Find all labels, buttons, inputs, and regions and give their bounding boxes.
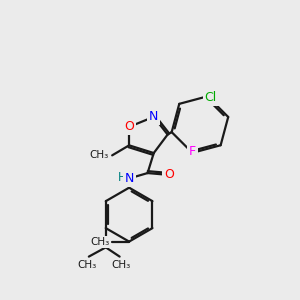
Text: CH₃: CH₃ (112, 260, 131, 270)
Text: N: N (149, 110, 158, 123)
Text: F: F (189, 145, 196, 158)
Text: O: O (124, 120, 134, 134)
Text: CH₃: CH₃ (78, 260, 97, 270)
Text: N: N (125, 172, 135, 185)
Text: CH₃: CH₃ (91, 237, 110, 247)
Text: CH₃: CH₃ (90, 150, 109, 160)
Text: H: H (118, 171, 127, 184)
Text: Cl: Cl (205, 91, 217, 104)
Text: O: O (164, 168, 174, 181)
